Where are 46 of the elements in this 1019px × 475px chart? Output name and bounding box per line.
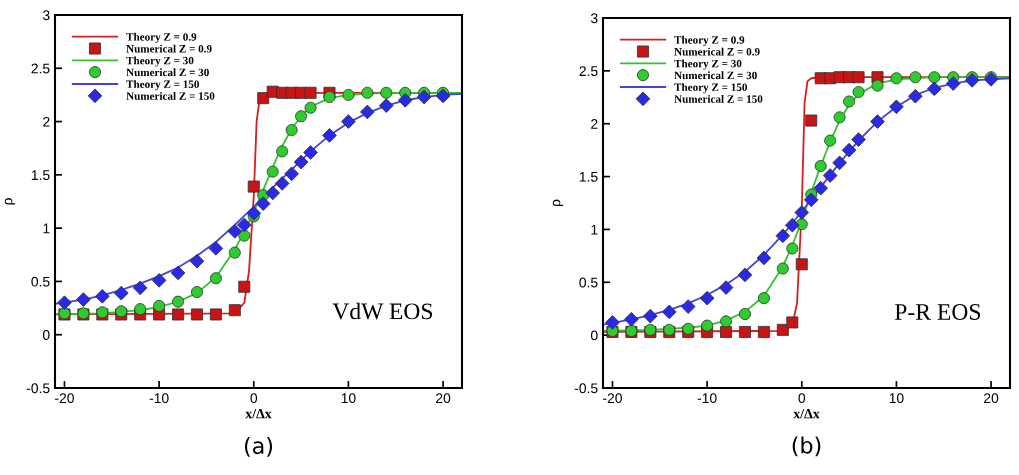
x-tick-label: 20 (436, 393, 451, 404)
y-tick-label: 0.5 (579, 277, 598, 288)
y-tick-label: 2 (591, 119, 598, 129)
legend-label: Numerical Z = 150 (674, 94, 763, 103)
x-tick-label: 0 (250, 393, 258, 404)
y-tick-label: 0 (590, 330, 598, 341)
x-tick-label: -10 (697, 393, 717, 404)
legend-label: Theory Z = 30 (674, 59, 742, 70)
y-tick-label: -0.5 (26, 383, 50, 394)
x-tick-label: 20 (984, 393, 999, 404)
x-tick-label: 0 (798, 393, 806, 404)
annotation: VdW EOS (332, 302, 433, 320)
y-tick-label: 1 (43, 223, 50, 234)
y-tick-label: 0 (42, 330, 50, 340)
text: (b) (792, 436, 821, 457)
legend-label: Theory Z = 150 (126, 80, 199, 91)
x-axis-title: x/Δx (793, 409, 820, 419)
y-tick-label: -0.5 (574, 383, 598, 394)
x-tick-label: 10 (889, 393, 904, 404)
y-tick-label: 1.5 (579, 172, 598, 182)
legend-label: Theory Z = 30 (126, 56, 194, 67)
y-axis-title: ρ (4, 198, 16, 205)
legend-label: Theory Z = 150 (674, 83, 747, 94)
y-tick-label: 3 (42, 10, 50, 21)
y-tick-label: 0.5 (31, 276, 50, 287)
y-axis-title: ρ (552, 199, 564, 207)
y-tick-label: 2 (43, 116, 50, 127)
x-tick-label: -20 (603, 393, 622, 404)
legend-label: Theory Z = 0.9 (126, 32, 197, 43)
legend-label: Numerical Z = 30 (126, 68, 209, 77)
x-tick-label: -20 (55, 393, 74, 404)
y-tick-label: 2.5 (31, 63, 50, 74)
y-tick-label: 1 (591, 224, 598, 235)
y-tick-label: 1.5 (31, 170, 50, 181)
legend-label: Numerical Z = 150 (126, 91, 215, 100)
x-axis-title: x/Δx (245, 409, 272, 419)
legend-label: Numerical Z = 0.9 (674, 47, 760, 56)
annotation: P-R EOS (894, 304, 981, 320)
x-tick-label: -10 (149, 393, 169, 404)
y-tick-label: 2.5 (579, 66, 598, 77)
x-tick-label: 10 (341, 393, 356, 404)
legend-label: Numerical Z = 0.9 (126, 44, 212, 53)
legend-label: Theory Z = 0.9 (674, 35, 745, 46)
text: (a) (244, 436, 273, 457)
y-tick-label: 3 (590, 13, 598, 24)
legend-label: Numerical Z = 30 (674, 71, 757, 80)
